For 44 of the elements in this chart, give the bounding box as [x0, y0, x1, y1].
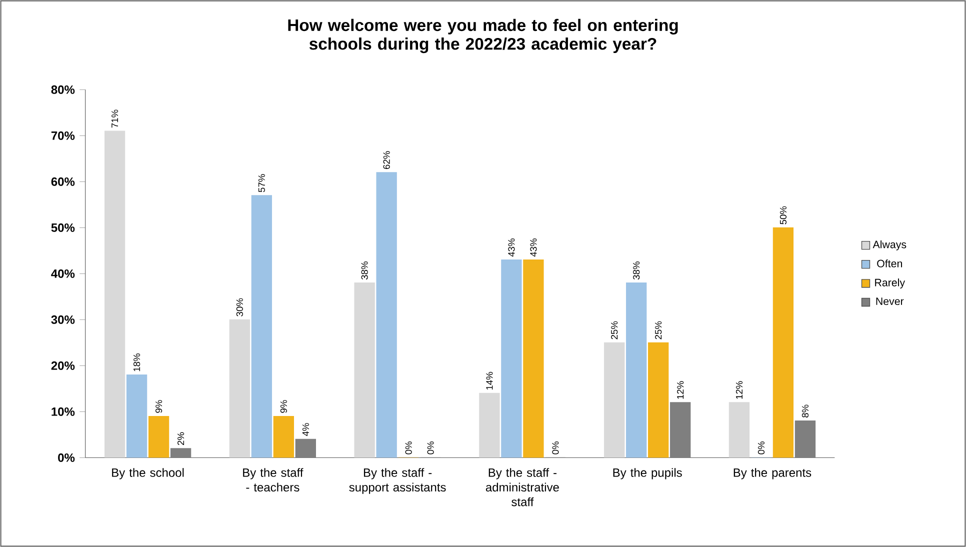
y-tick-label: 30%	[51, 315, 75, 324]
y-tick-label: 70%	[51, 131, 75, 140]
y-tick-label: 80%	[51, 85, 75, 94]
y-tick-label: 20%	[51, 361, 75, 370]
data-label: 12%	[677, 381, 684, 399]
x-tick-label: By the staff - administrative staff	[486, 468, 559, 506]
data-label: 43%	[508, 238, 515, 257]
data-label: 0%	[758, 442, 765, 454]
data-label: 38%	[361, 262, 368, 280]
data-label: 50%	[780, 206, 787, 224]
data-label: 38%	[633, 262, 640, 280]
x-tick-label: By the school	[112, 468, 184, 480]
y-tick-label: 50%	[51, 223, 75, 232]
data-label: 43%	[530, 238, 537, 257]
data-label: 18%	[133, 354, 140, 372]
y-tick-label: 10%	[52, 407, 75, 416]
data-label: 25%	[611, 321, 618, 340]
legend-label: Never	[876, 298, 904, 306]
data-label: 9%	[155, 400, 162, 413]
data-label: 0%	[427, 442, 434, 454]
legend-label: Always	[872, 240, 906, 250]
data-label: 30%	[236, 298, 243, 316]
x-tick-label: By the staff - support assistants	[349, 468, 446, 494]
chart-title: How welcome were you made to feel on entering schools during the 2022/23 academic year?	[288, 18, 678, 54]
legend-label: Rarely	[875, 278, 906, 288]
x-tick-label: By the staff - teachers	[243, 468, 304, 492]
x-tick-label: By the parents	[734, 468, 812, 480]
data-label: 62%	[383, 151, 390, 169]
data-label: 9%	[280, 400, 287, 413]
y-tick-label: 60%	[51, 177, 75, 186]
y-tick-label: 0%	[58, 453, 75, 462]
data-label: 8%	[802, 404, 809, 418]
data-label: 25%	[655, 321, 662, 340]
x-tick-label: By the pupils	[613, 468, 682, 480]
data-label: 12%	[736, 381, 743, 399]
data-label: 4%	[302, 423, 309, 436]
data-label: 14%	[486, 372, 493, 390]
data-label: 0%	[405, 442, 412, 454]
legend-label: Often	[877, 259, 902, 268]
data-label: 57%	[258, 174, 265, 192]
y-tick-label: 40%	[51, 269, 75, 278]
data-label: 0%	[552, 442, 559, 454]
data-label: 71%	[112, 110, 118, 128]
data-label: 2%	[178, 432, 184, 446]
